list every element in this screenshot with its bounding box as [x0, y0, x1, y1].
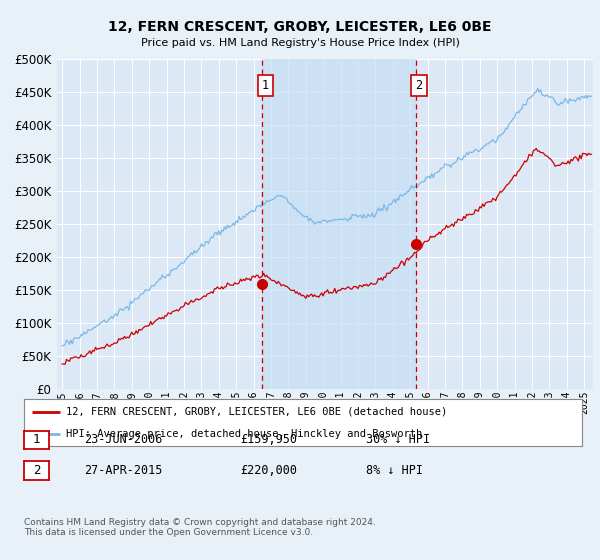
Text: 23-JUN-2006: 23-JUN-2006 — [84, 433, 163, 446]
Text: HPI: Average price, detached house, Hinckley and Bosworth: HPI: Average price, detached house, Hinc… — [66, 430, 422, 440]
Text: £220,000: £220,000 — [240, 464, 297, 477]
Text: £159,950: £159,950 — [240, 433, 297, 446]
Text: 1: 1 — [262, 79, 269, 92]
Text: Price paid vs. HM Land Registry's House Price Index (HPI): Price paid vs. HM Land Registry's House … — [140, 38, 460, 48]
Text: 2: 2 — [33, 464, 40, 477]
Text: 30% ↓ HPI: 30% ↓ HPI — [366, 433, 430, 446]
Text: 1: 1 — [33, 433, 40, 446]
Text: 8% ↓ HPI: 8% ↓ HPI — [366, 464, 423, 477]
Text: 2: 2 — [416, 79, 423, 92]
Text: Contains HM Land Registry data © Crown copyright and database right 2024.
This d: Contains HM Land Registry data © Crown c… — [24, 518, 376, 538]
Text: 12, FERN CRESCENT, GROBY, LEICESTER, LE6 0BE (detached house): 12, FERN CRESCENT, GROBY, LEICESTER, LE6… — [66, 407, 447, 417]
Bar — [262, 59, 416, 389]
Text: 12, FERN CRESCENT, GROBY, LEICESTER, LE6 0BE: 12, FERN CRESCENT, GROBY, LEICESTER, LE6… — [108, 20, 492, 34]
Text: 27-APR-2015: 27-APR-2015 — [84, 464, 163, 477]
